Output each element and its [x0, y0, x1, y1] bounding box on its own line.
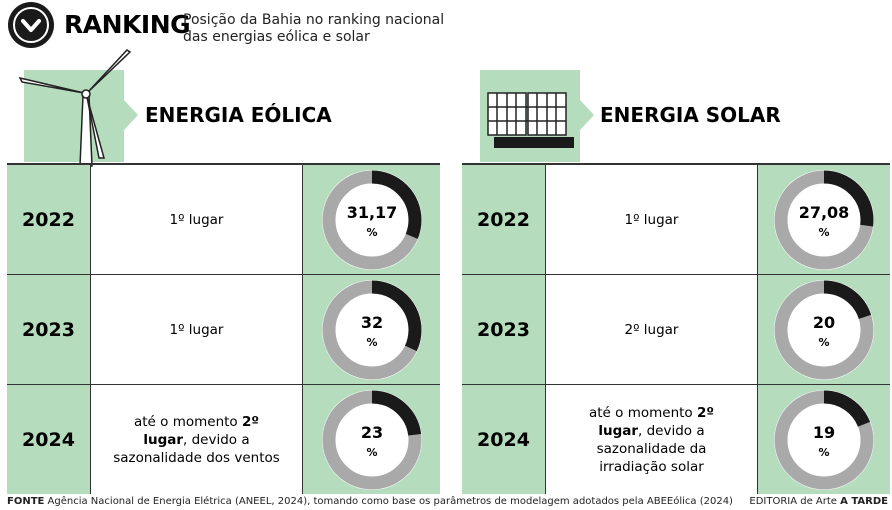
- table-row: 2022 1º lugar 31,17%: [7, 165, 440, 275]
- donut-cell: 32%: [303, 275, 440, 384]
- value-label: 32: [360, 313, 382, 332]
- rank: 1º lugar: [169, 321, 224, 338]
- rank: 2º lugar: [624, 321, 679, 338]
- value-label: 23: [360, 423, 382, 442]
- table: 2022 1º lugar 31,17% 2023 1º lugar 32% 2024 até…: [7, 163, 440, 496]
- panel-title: ENERGIA SOLAR: [600, 103, 781, 127]
- donut-cell: 27,08%: [758, 165, 890, 274]
- year-cell: 2023: [462, 275, 546, 384]
- rank: 2º lugar: [598, 404, 714, 439]
- value-label: 27,08: [799, 203, 850, 222]
- unit-label: %: [366, 446, 377, 459]
- rank-cell: até o momento 2º lugar, devido a sazonal…: [546, 385, 758, 494]
- donut-arc: [774, 280, 874, 379]
- title: RANKING: [64, 10, 191, 39]
- donut-bg: [321, 169, 422, 270]
- unit-label: %: [818, 446, 829, 459]
- rank-cell: 1º lugar: [546, 165, 758, 274]
- donut: 27,08%: [774, 169, 874, 270]
- rank-text: 1º lugar: [112, 321, 282, 339]
- year-cell: 2024: [7, 385, 91, 494]
- donut-arc: [322, 170, 421, 269]
- rank-cell: 1º lugar: [91, 275, 303, 384]
- unit-label: %: [818, 336, 829, 349]
- rank-cell: 2º lugar: [546, 275, 758, 384]
- source-label: FONTE: [7, 496, 45, 507]
- rank: 2º lugar: [143, 413, 259, 448]
- table-row: 2024 até o momento 2º lugar, devido a saz…: [7, 385, 440, 494]
- table-row: 2023 1º lugar 32%: [7, 275, 440, 385]
- donut-cell: 31,17%: [303, 165, 440, 274]
- donut-arc: [774, 390, 874, 489]
- value-label: 31,17: [346, 203, 397, 222]
- rank-text: 1º lugar: [567, 211, 737, 229]
- credit-name: A TARDE: [840, 496, 888, 507]
- donut: 19%: [774, 389, 874, 490]
- donut: 31,17%: [321, 169, 422, 270]
- year-cell: 2022: [462, 165, 546, 274]
- year-cell: 2022: [7, 165, 91, 274]
- table: 2022 1º lugar 27,08% 2023 2º lugar 20% 2024 até…: [462, 163, 890, 496]
- subtitle: Posição da Bahia no ranking nacional das…: [183, 12, 444, 46]
- donut: 20%: [774, 279, 874, 380]
- donut-bg: [321, 279, 422, 380]
- rank: 1º lugar: [169, 211, 224, 228]
- source-text: Agência Nacional de Energia Elétrica (AN…: [47, 496, 733, 507]
- credit-prefix: EDITORIA de Arte: [749, 496, 837, 507]
- donut-arc: [774, 170, 874, 269]
- year-cell: 2024: [462, 385, 546, 494]
- subtitle-line: das energias eólica e solar: [183, 29, 370, 45]
- donut-cell: 19%: [758, 385, 890, 494]
- subtitle-line: Posição da Bahia no ranking nacional: [183, 12, 445, 28]
- unit-label: %: [366, 226, 377, 239]
- source: FONTE Agência Nacional de Energia Elétri…: [7, 496, 733, 507]
- unit-label: %: [366, 336, 377, 349]
- rank: 1º lugar: [624, 211, 679, 228]
- table-row: 2022 1º lugar 27,08%: [462, 165, 890, 275]
- rank-text: até o momento 2º lugar, devido a sazonal…: [567, 404, 737, 476]
- donut: 32%: [321, 279, 422, 380]
- donut-cell: 20%: [758, 275, 890, 384]
- rank-cell: até o momento 2º lugar, devido a sazonal…: [91, 385, 303, 494]
- rank-note: até o momento: [133, 413, 238, 430]
- rank-note: até o momento: [588, 404, 693, 421]
- rank-cell: 1º lugar: [91, 165, 303, 274]
- donut-cell: 23%: [303, 385, 440, 494]
- panel-title: ENERGIA EÓLICA: [145, 103, 332, 127]
- donut-arc: [322, 280, 421, 379]
- donut: 23%: [321, 389, 422, 490]
- value-label: 20: [813, 313, 835, 332]
- donut-bg: [774, 169, 874, 270]
- year-cell: 2023: [7, 275, 91, 384]
- rank-text: até o momento 2º lugar, devido a sazonal…: [112, 413, 282, 467]
- value-label: 19: [813, 423, 835, 442]
- unit-label: %: [818, 226, 829, 239]
- rank-text: 1º lugar: [112, 211, 282, 229]
- donut-arc: [322, 390, 421, 489]
- donut-bg: [774, 389, 874, 490]
- rank-text: 2º lugar: [567, 321, 737, 339]
- table-row: 2024 até o momento 2º lugar, devido a saz…: [462, 385, 890, 494]
- credit: EDITORIA de Arte A TARDE: [749, 496, 888, 507]
- donut-bg: [321, 389, 422, 490]
- rank-note: , devido a sazonalidade da irradiação so…: [596, 422, 707, 475]
- rank-note: , devido a sazonalidade dos ventos: [113, 431, 280, 466]
- table-row: 2023 2º lugar 20%: [462, 275, 890, 385]
- donut-bg: [774, 279, 874, 380]
